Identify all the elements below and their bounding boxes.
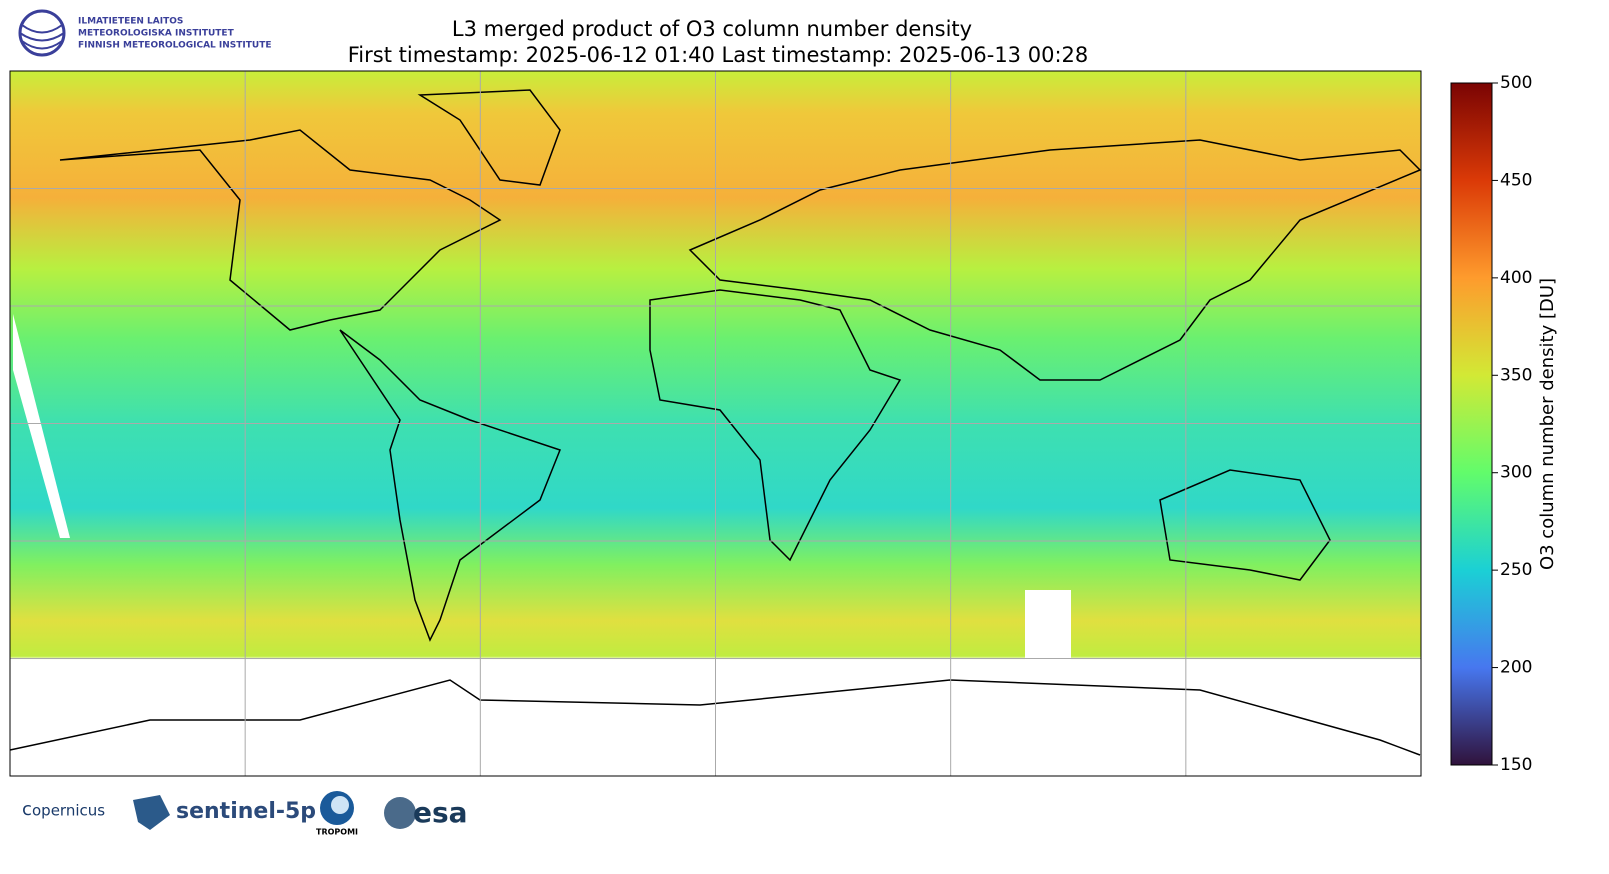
- esa-icon: [384, 797, 416, 829]
- tick-label: 350: [1500, 365, 1532, 385]
- title: L3 merged product of O3 column number de…: [452, 17, 972, 41]
- colorbar-label: O3 column number density [DU]: [1537, 278, 1558, 570]
- map-frame: [9, 70, 1422, 777]
- logo-text: TROPOMI: [316, 828, 358, 837]
- tick-label: 250: [1500, 560, 1532, 580]
- tick-label: 450: [1500, 170, 1532, 190]
- tick-label: 300: [1500, 463, 1532, 483]
- logo-text: FINNISH METEOROLOGICAL INSTITUTE: [78, 41, 272, 51]
- logo-text: sentinel-5p: [176, 799, 316, 824]
- logo-text: esa: [413, 796, 468, 829]
- map: [9, 70, 1422, 777]
- tropomi-icon: [331, 796, 349, 814]
- tick-label: 150: [1500, 755, 1532, 775]
- partner-logos: c opernicus sentinel-5p TROPOMI esa: [22, 791, 468, 837]
- tick-label: 500: [1500, 73, 1532, 93]
- tick-label: 400: [1500, 268, 1532, 288]
- no-data: [1025, 590, 1071, 670]
- logo-text: opernicus: [32, 802, 105, 820]
- logo-text: c: [22, 799, 32, 820]
- coastlines: [9, 89, 1422, 756]
- logo-text: ILMATIETEEN LAITOS: [78, 17, 183, 27]
- logo-text: METEOROLOGISKA INSTITUTET: [78, 29, 235, 39]
- subtitle: First timestamp: 2025-06-12 01:40 Last t…: [348, 43, 1089, 67]
- no-data: [13, 314, 70, 538]
- colorbar: [1450, 82, 1493, 766]
- fmi-logo: ILMATIETEEN LAITOS METEOROLOGISKA INSTIT…: [18, 9, 272, 57]
- tick-label: 200: [1500, 658, 1532, 678]
- sentinel-icon: [133, 795, 170, 830]
